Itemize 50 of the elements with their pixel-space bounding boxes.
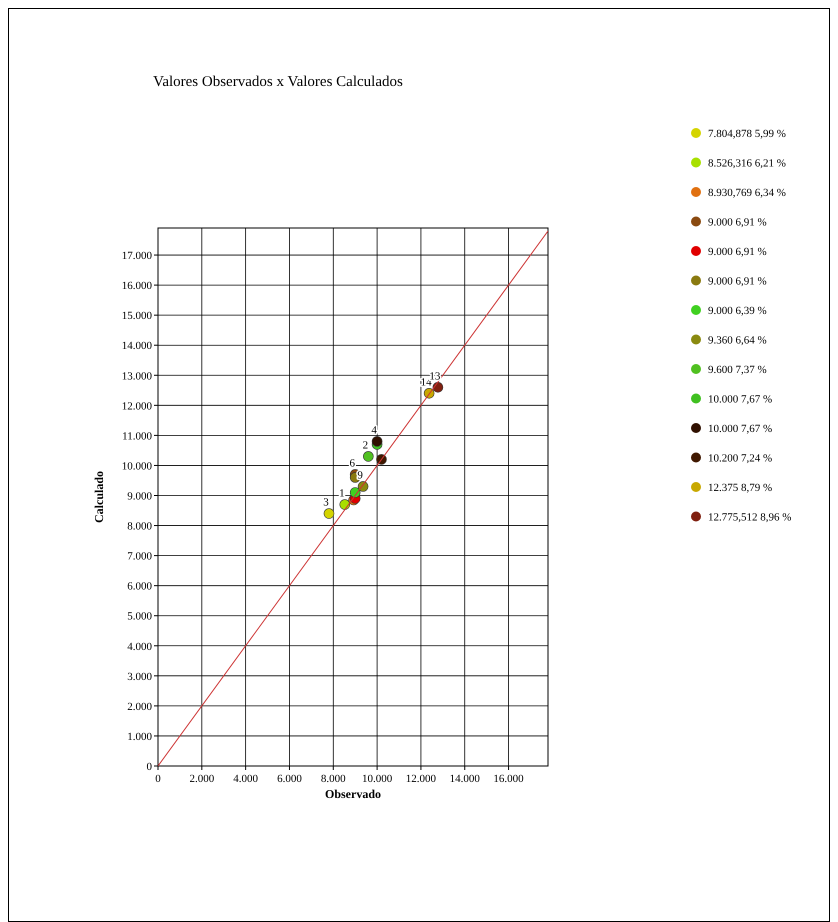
y-tick-label: 5.000 (127, 610, 152, 623)
y-tick-label: 0 (146, 761, 152, 773)
x-tick-label: 10.000 (362, 773, 393, 785)
y-tick-label: 3.000 (127, 670, 152, 683)
y-tick-label: 9.000 (127, 490, 152, 502)
y-tick-label: 4.000 (127, 640, 152, 653)
legend-label: 9.000 6,91 % (708, 276, 767, 288)
legend-label: 8.526,316 6,21 % (708, 158, 786, 170)
point (324, 508, 334, 519)
y-tick-label: 15.000 (122, 310, 152, 322)
x-tick-label: 14.000 (450, 773, 480, 785)
y-axis-title: Calculado (92, 470, 106, 524)
y-tick-label: 11.000 (122, 430, 152, 442)
point (372, 436, 382, 447)
point (432, 382, 444, 393)
legend-label: 12.375 8,79 % (708, 482, 772, 494)
x-tick-label: 2.000 (189, 773, 215, 785)
legend-label: 7.804,878 5,99 % (708, 128, 786, 140)
point (363, 451, 374, 462)
x-tick-label: 4.000 (233, 773, 259, 785)
annotation: 3 (323, 496, 330, 509)
x-axis-title: Observado (324, 787, 382, 801)
y-tick-label: 6.000 (127, 580, 152, 593)
y-tick-label: 16.000 (122, 280, 152, 292)
y-tick-label: 17.000 (122, 250, 152, 262)
y-tick-label: 8.000 (127, 520, 152, 533)
x-tick-label: 8.000 (320, 773, 346, 785)
legend-label: 9.360 6,64 % (708, 334, 767, 346)
chart-title: Valores Observados x Valores Calculados (153, 74, 403, 90)
legend-label: 9.000 6,91 % (708, 246, 767, 258)
y-tick-label: 1.000 (127, 730, 152, 743)
legend-label: 12.775,512 8,96 % (708, 512, 792, 524)
legend-label: 9.000 6,39 % (708, 305, 767, 317)
legend-label: 9.000 6,91 % (708, 216, 767, 228)
y-tick-label: 13.000 (122, 370, 152, 382)
y-tick-label: 12.000 (122, 400, 152, 412)
y-tick-label: 10.000 (122, 460, 152, 472)
legend-label: 10.200 7,24 % (708, 452, 772, 464)
legend-label: 9.600 7,37 % (708, 364, 767, 376)
x-tick-label: 0 (155, 773, 162, 785)
y-tick-label: 7.000 (127, 550, 152, 563)
legend-label: 10.000 7,67 % (708, 394, 772, 406)
legend-label: 8.930,769 6,34 % (708, 187, 786, 199)
legend-label: 10.000 7,67 % (708, 423, 772, 435)
annotation: 2 (362, 439, 368, 452)
x-tick-label: 6.000 (277, 773, 302, 785)
y-tick-label: 14.000 (122, 340, 152, 352)
x-tick-label: 16.000 (493, 773, 524, 785)
x-tick-label: 12.000 (406, 773, 437, 785)
y-tick-label: 2.000 (127, 700, 152, 713)
